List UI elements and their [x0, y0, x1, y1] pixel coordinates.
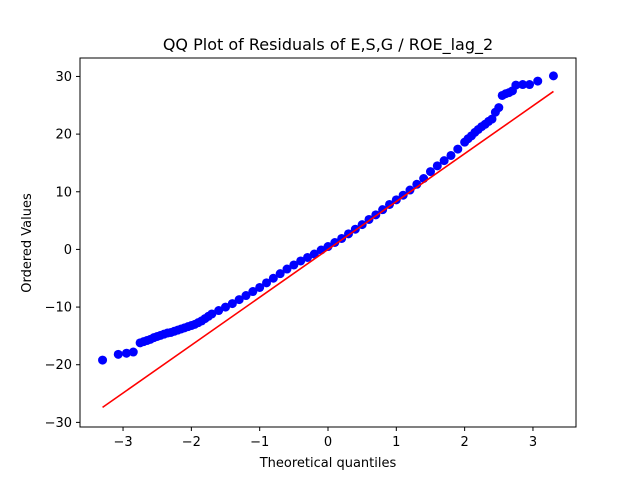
- data-point: [303, 252, 313, 262]
- data-point: [262, 278, 272, 288]
- data-point: [128, 347, 138, 357]
- x-axis-label: Theoretical quantiles: [259, 456, 397, 471]
- y-axis-label: Ordered Values: [20, 193, 35, 293]
- data-point: [234, 295, 244, 305]
- data-point: [282, 264, 292, 274]
- x-tick-label: −2: [182, 435, 201, 450]
- y-tick-label: 30: [55, 70, 72, 85]
- data-point: [289, 260, 299, 270]
- y-tick-label: −20: [45, 358, 72, 373]
- data-point: [494, 103, 504, 113]
- data-point: [248, 287, 258, 297]
- y-tick-label: −10: [45, 301, 72, 316]
- data-point: [296, 256, 306, 266]
- data-point: [525, 80, 535, 90]
- data-point: [518, 80, 528, 90]
- y-tick-label: −30: [45, 416, 72, 431]
- data-point: [221, 302, 231, 312]
- data-point: [425, 167, 435, 177]
- chart-title: QQ Plot of Residuals of E,S,G / ROE_lag_…: [163, 35, 493, 55]
- data-point: [227, 299, 237, 309]
- data-point: [268, 273, 278, 283]
- reference-line: [102, 90, 554, 409]
- x-tick-label: 2: [460, 435, 468, 450]
- data-point: [405, 185, 415, 195]
- data-point: [453, 144, 463, 154]
- data-point: [98, 355, 108, 365]
- data-point: [533, 76, 543, 86]
- y-tick-label: 10: [55, 185, 72, 200]
- data-point: [432, 161, 442, 171]
- data-point: [214, 306, 224, 316]
- data-point: [275, 269, 285, 279]
- x-tick-label: −1: [250, 435, 269, 450]
- data-point: [113, 349, 123, 359]
- x-tick-label: 0: [324, 435, 332, 450]
- y-tick-label: 0: [64, 243, 72, 258]
- data-point: [207, 309, 217, 319]
- data-point: [255, 282, 265, 292]
- data-point: [241, 291, 251, 301]
- y-axis: −30 −20 −10 0 10 20 30: [45, 70, 80, 431]
- data-point: [439, 156, 449, 166]
- data-point: [309, 249, 319, 259]
- y-tick-label: 20: [55, 128, 72, 143]
- x-tick-label: 3: [529, 435, 537, 450]
- plot-area: [98, 71, 558, 409]
- data-point: [330, 238, 340, 247]
- data-point: [384, 199, 394, 209]
- data-point: [446, 150, 456, 160]
- x-tick-label: 1: [392, 435, 400, 450]
- data-point: [487, 114, 497, 124]
- data-point: [511, 80, 521, 90]
- data-point: [548, 71, 558, 81]
- x-axis: −3 −2 −1 0 1 2 3: [113, 427, 537, 450]
- data-point: [391, 195, 401, 205]
- data-point: [121, 348, 131, 358]
- x-tick-label: −3: [113, 435, 132, 450]
